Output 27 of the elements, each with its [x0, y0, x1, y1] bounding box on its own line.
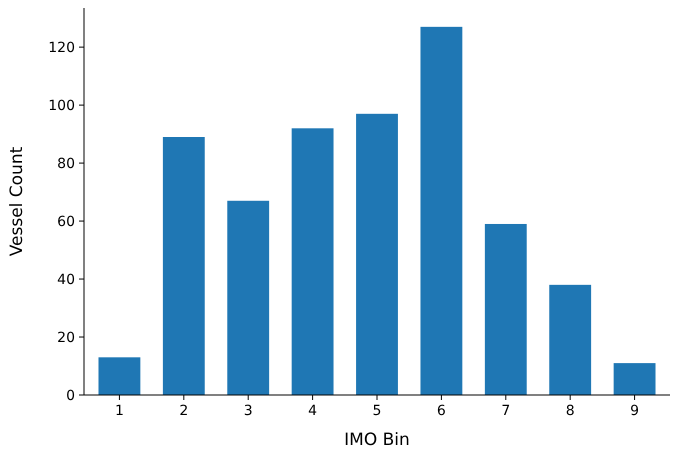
bar: [549, 284, 592, 395]
y-tick-label: 120: [48, 40, 75, 56]
y-tick-label: 80: [57, 156, 75, 172]
bar: [484, 224, 527, 395]
y-tick-label: 60: [57, 214, 75, 230]
x-tick-label: 6: [436, 403, 446, 419]
y-axis-title: Vessel Count: [7, 146, 27, 256]
x-tick-label: 8: [566, 403, 575, 419]
bar: [292, 128, 334, 395]
bar: [356, 114, 398, 395]
x-tick-label: 1: [114, 403, 124, 419]
x-tick-label: 3: [244, 403, 253, 419]
bar: [98, 357, 140, 395]
x-axis-title: IMO Bin: [344, 430, 410, 450]
bar: [614, 363, 656, 395]
bar: [162, 137, 205, 395]
x-tick-label: 4: [308, 403, 318, 419]
y-tick-label: 100: [48, 98, 75, 114]
x-tick-label: 5: [372, 403, 382, 419]
x-tick-label: 9: [630, 403, 640, 419]
bar: [420, 26, 462, 395]
bar: [227, 200, 270, 395]
y-tick-label: 40: [57, 272, 75, 288]
y-tick-label: 20: [57, 330, 75, 346]
x-tick-label: 2: [179, 403, 188, 419]
y-tick-label: 0: [66, 388, 75, 404]
x-tick-label: 7: [501, 403, 510, 419]
